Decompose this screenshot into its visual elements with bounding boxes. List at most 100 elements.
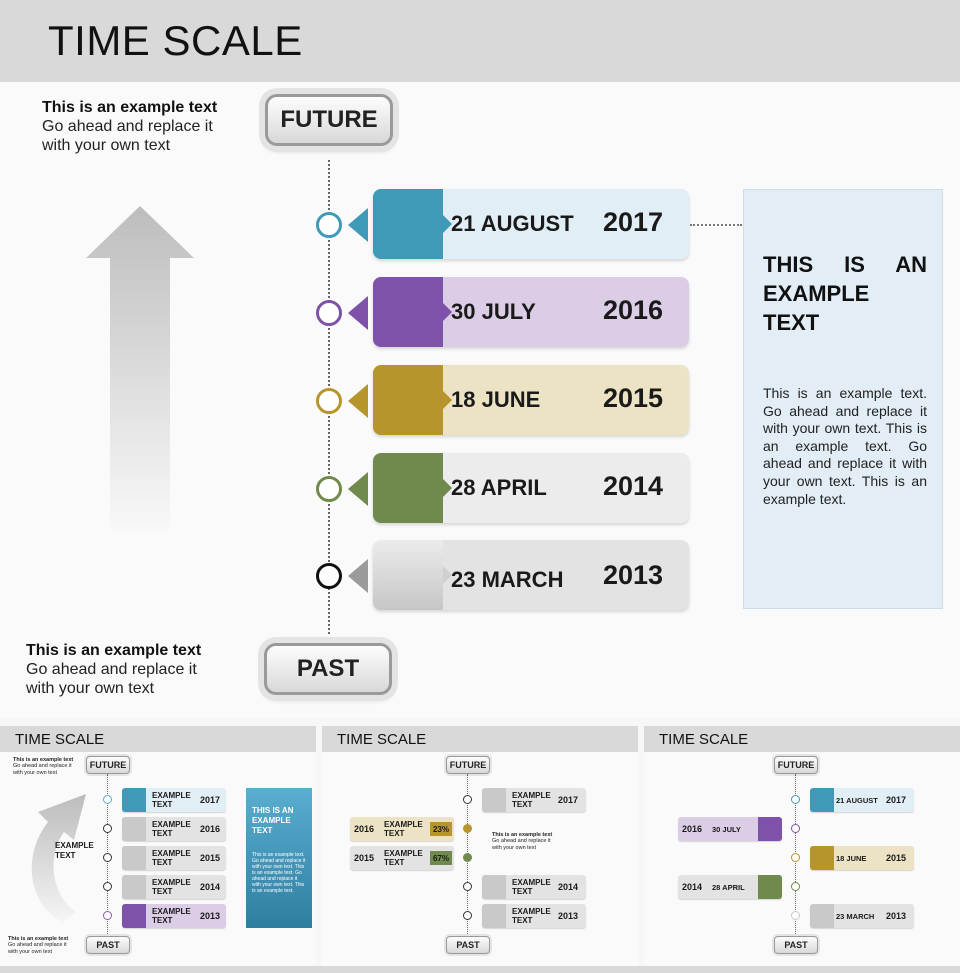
timeline-year: 2017 [603, 207, 664, 237]
thumb3-future-button: FUTURE [774, 756, 818, 774]
row-year: 2015 [886, 853, 907, 863]
thumb1-side-box: THIS IS AN EXAMPLE TEXT This is an examp… [246, 788, 312, 928]
timeline-dot-icon [103, 824, 112, 833]
thumb2-note: This is an example text Go ahead and rep… [492, 832, 572, 851]
thumb2-note-line2: with your own text [492, 844, 537, 851]
future-button[interactable]: FUTURE [265, 94, 393, 146]
timeline-dot-icon [103, 882, 112, 891]
thumb2-right-row: EXAMPLE TEXT 2017 [482, 788, 586, 812]
row-year: 2013 [886, 911, 907, 921]
timeline-tab [373, 540, 452, 610]
timeline-dot-icon [316, 476, 342, 502]
past-button[interactable]: PAST [264, 643, 392, 695]
note-top-line1: Go ahead and replace it [42, 118, 213, 135]
note-top-line2: with your own text [42, 137, 171, 154]
thumbnail-title: TIME SCALE [659, 731, 749, 748]
row-year: 2016 [354, 824, 375, 834]
row-year: 2013 [200, 911, 221, 921]
thumb1-note-top-heading: This is an example text [13, 757, 74, 763]
timeline-dot-icon [463, 824, 472, 833]
note-bottom-heading: This is an example text [26, 642, 202, 659]
thumb1-arrow-label: EXAMPLE TEXT [55, 841, 94, 860]
thumb1-note-bottom-heading: This is an example text [8, 936, 69, 942]
thumb3-left-row: 2016 30 JULY [678, 817, 782, 841]
pointer-triangle-icon [348, 559, 368, 593]
row-year: 2015 [354, 853, 375, 863]
thumb1-row: EXAMPLE TEXT 2015 [122, 846, 226, 870]
thumbnail-1[interactable]: TIME SCALE This is an example text Go ah… [0, 726, 316, 966]
timeline-year: 2013 [603, 560, 664, 590]
timeline-tab [810, 904, 834, 928]
timeline-tab [482, 904, 506, 928]
timeline-dot-icon [316, 388, 342, 414]
row-label: EXAMPLE TEXT [512, 907, 551, 925]
thumbnail-2[interactable]: TIME SCALE FUTURE EXAMPLE TEXT 2017 EXAMPL… [322, 726, 638, 966]
thumb3-right-row: 21 AUGUST 2017 [810, 788, 914, 812]
pointer-triangle-icon [348, 472, 368, 506]
timeline-dot-icon [103, 853, 112, 862]
thumb2-left-row: 2016 EXAMPLE TEXT 23% [350, 817, 454, 841]
thumb1-note-bottom-line1: Go ahead and replace it [8, 942, 67, 949]
timeline-row[interactable]: 21 AUGUST 2017 [316, 189, 690, 259]
main-header: TIME SCALE [0, 0, 960, 82]
timeline-tab [122, 817, 146, 841]
row-year: 2013 [558, 911, 579, 921]
thumb3-left-row: 2014 28 APRIL [678, 875, 782, 899]
timeline-tab [373, 189, 452, 259]
thumbnail-title: TIME SCALE [337, 731, 427, 748]
row-date: 28 APRIL [712, 883, 745, 892]
thumbnail-title: TIME SCALE [15, 731, 105, 748]
thumb1-note-bottom-line2: with your own text [8, 948, 53, 955]
row-year: 2015 [200, 853, 221, 863]
thumb2-note-heading: This is an example text [492, 832, 553, 838]
thumbnail-3[interactable]: TIME SCALE FUTURE 21 AUGUST 2017 18 JUNE 20… [644, 726, 960, 966]
timeline-row[interactable]: 30 JULY 2016 [316, 277, 690, 347]
row-label: EXAMPLE TEXT [384, 820, 423, 838]
row-year: 2016 [682, 824, 703, 834]
timeline-date: 23 MARCH [451, 567, 564, 592]
thumb1-row: EXAMPLE TEXT 2017 [122, 788, 226, 812]
row-label: EXAMPLE TEXT [152, 791, 191, 809]
pointer-triangle-icon [348, 296, 368, 330]
row-label: EXAMPLE TEXT [512, 791, 551, 809]
thumb2-future-button: FUTURE [446, 756, 490, 774]
timeline-dot-icon [316, 300, 342, 326]
thumb1-note-bottom: This is an example text Go ahead and rep… [8, 936, 78, 955]
timeline-row[interactable]: 18 JUNE 2015 [316, 365, 690, 435]
row-year: 2017 [200, 795, 221, 805]
row-date: 30 JULY [712, 825, 741, 834]
timeline-card: 30 JULY 2016 [373, 277, 689, 347]
side-text-box: THIS IS AN EXAMPLE TEXT This is an examp… [743, 189, 943, 609]
timeline-tab [122, 875, 146, 899]
row-label: EXAMPLE TEXT [152, 849, 191, 867]
timeline-tab [373, 453, 452, 523]
timeline-dot-icon [791, 824, 800, 833]
timeline-tab [758, 817, 782, 841]
thumb1-past-button: PAST [86, 936, 130, 954]
thumb1-row: EXAMPLE TEXT 2013 [122, 904, 226, 928]
timeline-dot-icon [103, 795, 112, 804]
timeline-date: 30 JULY [451, 299, 536, 324]
row-year: 2017 [558, 795, 579, 805]
row-label: EXAMPLE TEXT [152, 907, 191, 925]
pointer-triangle-icon [348, 208, 368, 242]
row-percent: 23% [430, 822, 452, 836]
main-slide: TIME SCALE This is an example text Go ah… [0, 0, 960, 697]
pointer-triangle-icon [348, 384, 368, 418]
thumb1-side-title: THIS IS AN EXAMPLE TEXT [252, 806, 294, 835]
thumb1-note-top: This is an example text Go ahead and rep… [13, 757, 83, 776]
timeline-tab [758, 875, 782, 899]
thumb2-right-row: EXAMPLE TEXT 2013 [482, 904, 586, 928]
timeline-dot-icon [316, 563, 342, 589]
curved-arrow-icon [31, 794, 86, 922]
thumb2-left-row: 2015 EXAMPLE TEXT 67% [350, 846, 454, 870]
timeline-dot-icon [463, 795, 472, 804]
row-year: 2014 [682, 882, 703, 892]
thumbnail-header: TIME SCALE [322, 726, 638, 752]
timeline-tab [482, 788, 506, 812]
timeline-row[interactable]: 28 APRIL 2014 [316, 453, 690, 523]
up-arrow-icon [86, 206, 194, 530]
timeline-row[interactable]: 23 MARCH 2013 [316, 540, 690, 610]
timeline-dot-icon [463, 882, 472, 891]
